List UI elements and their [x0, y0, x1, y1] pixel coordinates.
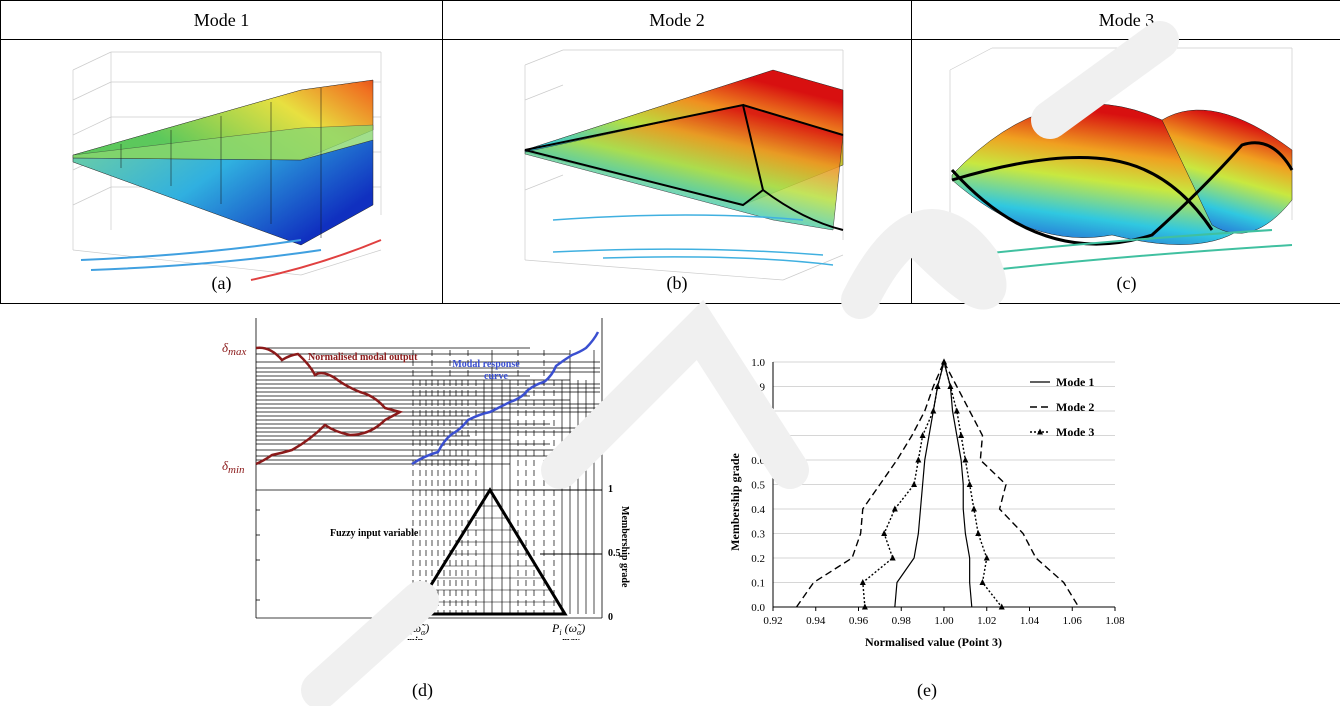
header-mode-2: Mode 2 [442, 0, 912, 40]
caption-c: (c) [1116, 273, 1137, 293]
caption-e: (e) [917, 680, 937, 700]
grade-05-label: 0.5 [608, 548, 621, 559]
x-tick-label: 0.94 [806, 615, 826, 627]
series-marker [911, 481, 918, 487]
x-tick-label: 0.98 [892, 615, 912, 627]
series-marker [947, 383, 954, 389]
y-tick-label: 0.5 [751, 480, 765, 492]
y-tick-label: 0.8 [751, 406, 765, 418]
chart-series [795, 358, 1080, 610]
normalised-output-label: Normalised modal output [308, 352, 418, 363]
x-tick-labels: 0.92 0.94 0.96 0.98 1.00 1.02 1.04 1.06 1.08 [763, 615, 1125, 627]
p-min-sub: min [407, 636, 424, 640]
series-line-mode-1 [894, 361, 945, 608]
header-mode-1: Mode 1 [0, 0, 443, 40]
series-marker [966, 481, 973, 487]
fuzzy-input-label: Fuzzy input variable [330, 528, 419, 539]
y-tick-label: 0.6 [751, 455, 765, 467]
series-marker [958, 432, 965, 438]
series-marker [889, 554, 896, 561]
y-tick-label: 0.4 [751, 504, 765, 516]
p-min-label: Pi (ω̃α) [395, 621, 429, 637]
x-axis-label: Normalised value (Point 3) [865, 635, 1002, 649]
grade-1-label: 1 [608, 484, 613, 495]
series-marker [891, 505, 898, 512]
series-marker [979, 579, 986, 585]
x-tick-label: 0.92 [763, 615, 782, 627]
modal-output-curve [255, 346, 404, 466]
chart-legend: Mode 1 Mode 2 Mode 3 [1030, 375, 1094, 439]
fuzzy-schematic: δmax δmin Normalised modal output Modal … [222, 318, 630, 640]
series-marker [859, 579, 866, 585]
membership-chart: 0.00.10.20.30.40.50.60.70.80.91.0 0.92 0.… [728, 357, 1125, 649]
x-tick-label: 1.02 [977, 615, 996, 627]
surface-plot-mode-3 [949, 47, 1294, 271]
y-tick-label: 0.2 [751, 553, 765, 565]
cell-mode-3: (c) [911, 39, 1340, 304]
x-tick-label: 0.96 [849, 615, 869, 627]
y-tick-label: 1.0 [751, 357, 765, 369]
series-marker [930, 407, 937, 414]
caption-b: (b) [666, 273, 688, 293]
surface-plot-mode-2 [524, 49, 844, 281]
x-tick-label: 1.04 [1020, 615, 1040, 627]
y-tick-labels: 0.0 0.1 0.2 0.3 0.4 0.5 0.6 0.7 0.8 0.9 1.0 [751, 357, 765, 614]
triangle-alpha-cuts [420, 489, 602, 603]
chart-gridlines [772, 361, 1116, 611]
delta-max-label: δmax [222, 340, 246, 358]
legend-marker [1037, 428, 1043, 435]
series-marker [934, 383, 941, 389]
modal-response-label-2: curve [484, 371, 508, 382]
cell-mode-2: (b) [442, 39, 912, 304]
y-tick-label: 0.7 [751, 431, 765, 443]
header-mode-3: Mode 3 [911, 0, 1340, 40]
y-tick-label: 0.1 [751, 578, 765, 590]
fuzzy-triangle [410, 487, 568, 616]
x-tick-label: 1.08 [1105, 615, 1125, 627]
series-line-mode-2 [795, 361, 945, 608]
membership-grade-label: Membership grade [619, 506, 630, 588]
series-marker [962, 456, 969, 463]
series-marker [941, 358, 947, 365]
series-marker [861, 603, 868, 610]
series-line-mode-2 [943, 361, 1080, 608]
series-marker [919, 432, 926, 438]
modal-response-label-1: Modal response [452, 359, 520, 370]
series-marker [915, 456, 922, 463]
grade-0-label: 0 [608, 612, 613, 623]
modes-table: Mode 1 Mode 2 Mode 3 [0, 0, 1340, 304]
series-marker [983, 554, 990, 561]
y-tick-label: 0.9 [751, 382, 765, 394]
delta-min-label: δmin [222, 458, 245, 476]
x-tick-label: 1.06 [1063, 615, 1083, 627]
y-tick-label: 0.0 [751, 602, 765, 614]
legend-label: Mode 1 [1056, 375, 1094, 389]
series-marker [953, 407, 960, 414]
series-marker [881, 530, 888, 536]
cell-mode-1: (a) [0, 39, 443, 304]
p-max-sub: max [562, 636, 580, 640]
surface-plot-mode-1 [72, 51, 382, 281]
legend-label: Mode 2 [1056, 400, 1094, 414]
series-marker [975, 530, 982, 536]
legend-label: Mode 3 [1056, 425, 1094, 439]
p-max-label: Pi (ω̃α) [551, 621, 585, 637]
x-tick-label: 1.00 [934, 615, 954, 627]
series-marker [970, 505, 977, 512]
caption-a: (a) [211, 273, 232, 293]
y-axis-label: Membership grade [728, 453, 742, 551]
series-line-mode-1 [943, 361, 973, 608]
y-tick-label: 0.3 [751, 529, 765, 541]
series-marker [998, 603, 1005, 610]
caption-d: (d) [412, 680, 433, 700]
projection-lines-vertical [412, 350, 595, 614]
